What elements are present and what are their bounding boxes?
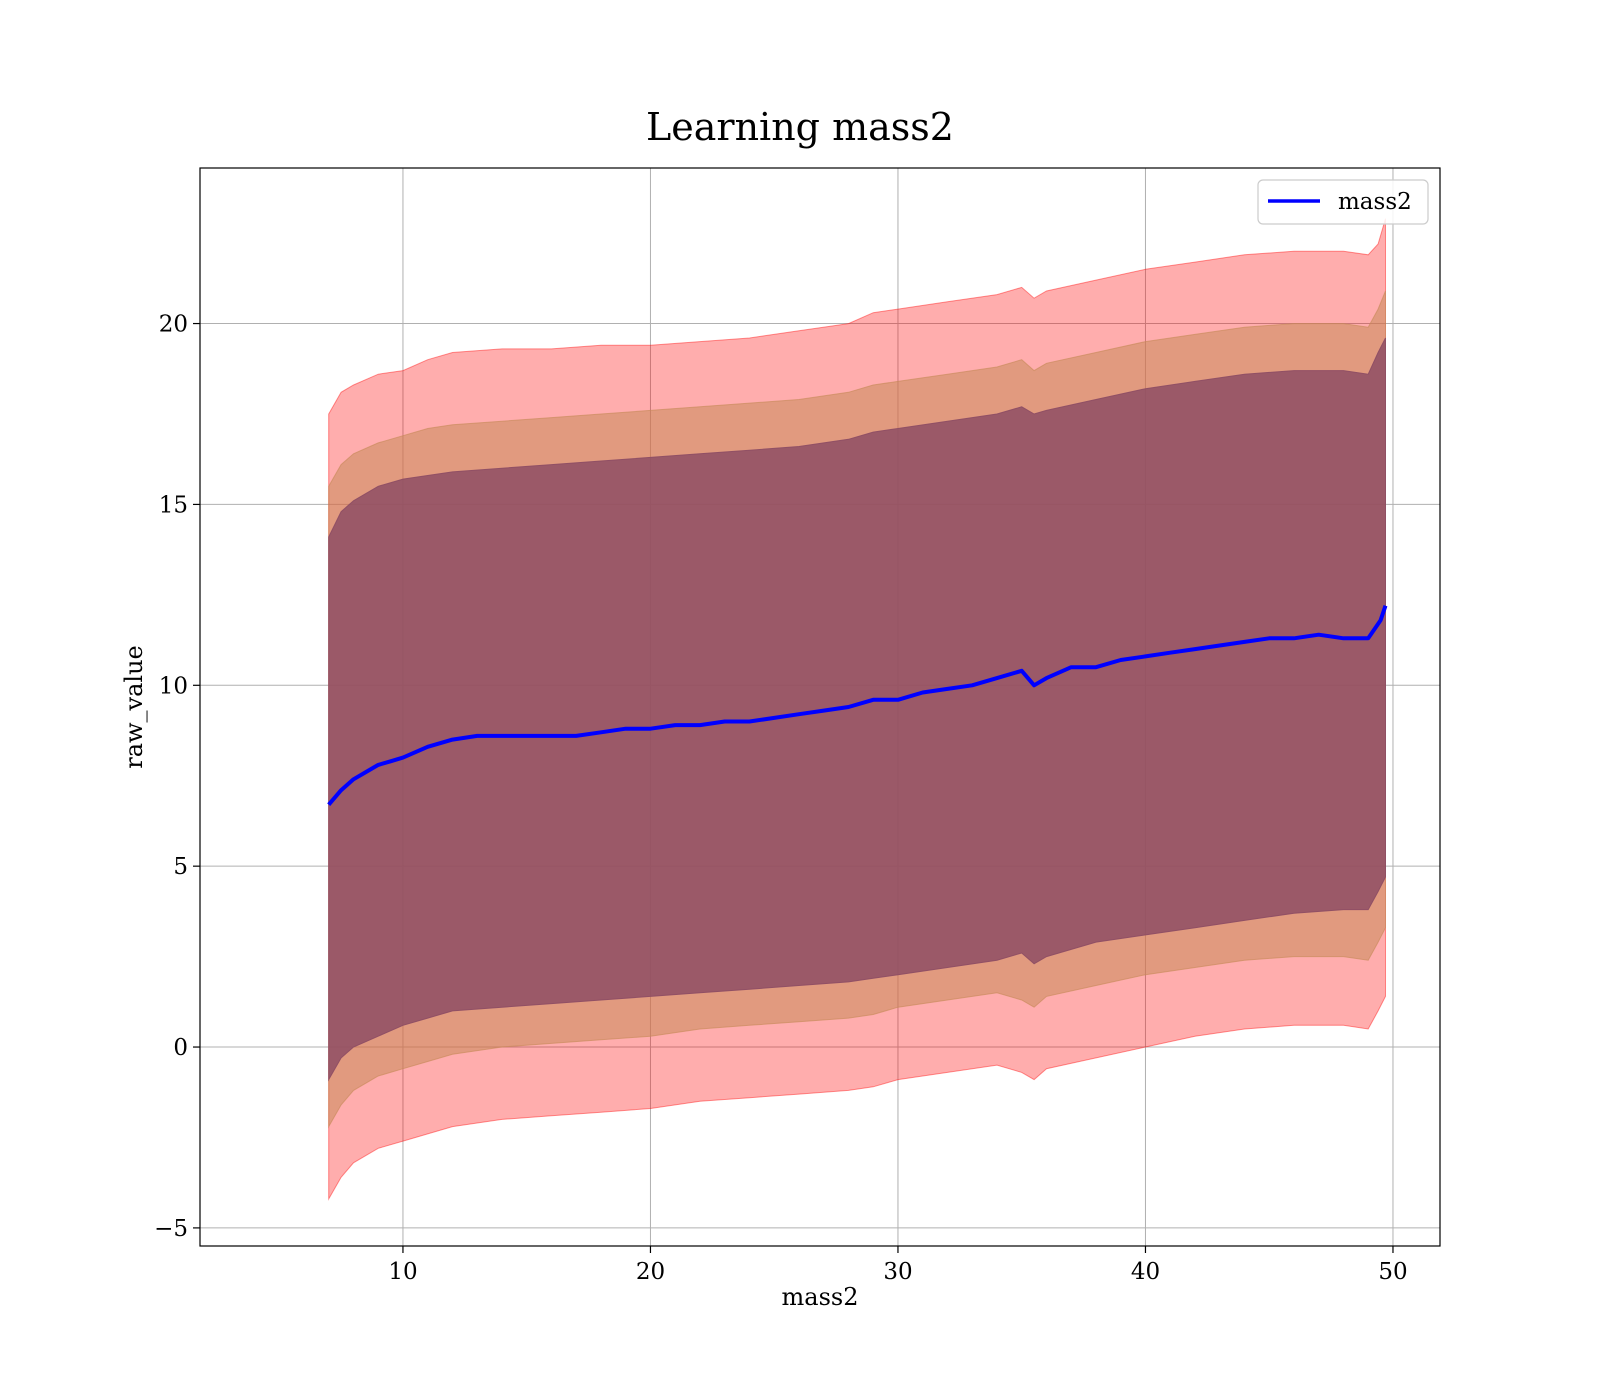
x-axis-label: mass2 xyxy=(782,1283,859,1311)
y-tick-label: 5 xyxy=(173,854,188,880)
x-tick-label: 10 xyxy=(388,1259,417,1285)
x-tick-label: 20 xyxy=(636,1259,665,1285)
legend-box xyxy=(1257,179,1429,225)
axes-frame xyxy=(199,167,1441,1247)
legend: mass2 xyxy=(1257,179,1429,225)
x-tick-label: 50 xyxy=(1378,1259,1407,1285)
y-tick-label: 15 xyxy=(159,492,188,518)
x-axis-ticks: 10 20 30 40 50 xyxy=(388,1246,1408,1285)
legend-label-mass2: mass2 xyxy=(1338,189,1412,215)
x-tick-label: 30 xyxy=(883,1259,912,1285)
y-tick-label: 20 xyxy=(159,312,188,338)
y-axis-label: raw_value xyxy=(120,645,148,769)
y-tick-label: 0 xyxy=(173,1035,188,1061)
series-line-mass2 xyxy=(327,605,1388,806)
band-2 xyxy=(328,337,1386,1082)
y-tick-label: −5 xyxy=(154,1216,188,1242)
chart-title: Learning mass2 xyxy=(646,105,954,149)
y-tick-label: 10 xyxy=(159,673,188,699)
series-lines xyxy=(327,605,1388,806)
x-tick-label: 40 xyxy=(1131,1259,1160,1285)
confidence-bands xyxy=(328,218,1386,1201)
y-axis-ticks: −5 0 5 10 15 20 xyxy=(154,312,200,1242)
